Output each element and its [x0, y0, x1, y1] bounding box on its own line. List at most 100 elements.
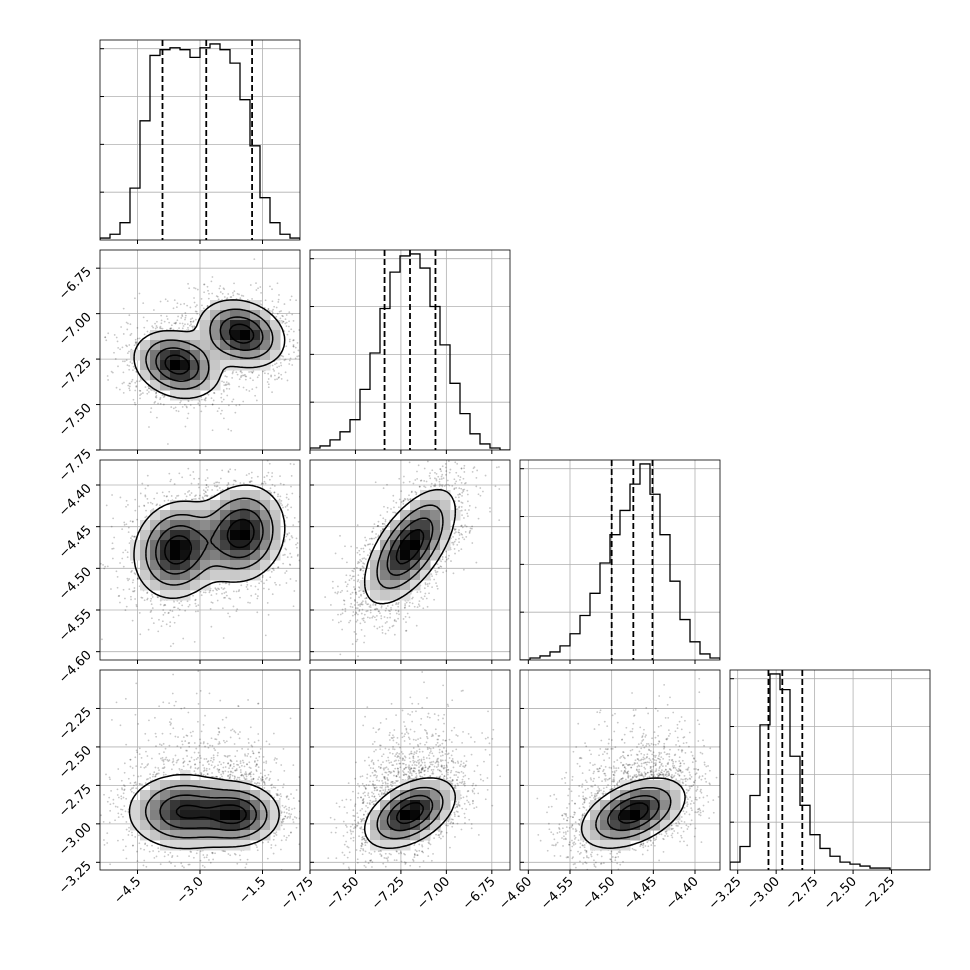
scatter-point	[227, 853, 230, 855]
scatter-point	[627, 774, 630, 777]
density-cell	[440, 530, 451, 541]
scatter-point	[640, 843, 643, 846]
scatter-point	[223, 587, 226, 590]
scatter-point	[609, 852, 612, 855]
scatter-point	[397, 773, 400, 776]
scatter-point	[204, 479, 207, 482]
scatter-point	[437, 765, 440, 767]
scatter-point	[278, 376, 280, 379]
scatter-point	[213, 392, 216, 395]
density-cell	[170, 590, 181, 601]
scatter-point	[231, 774, 234, 777]
scatter-point	[126, 352, 129, 355]
density-cell	[240, 520, 251, 531]
scatter-point	[568, 826, 571, 829]
scatter-point	[420, 479, 423, 482]
scatter-point	[458, 771, 461, 774]
scatter-point	[306, 560, 308, 562]
scatter-point	[343, 854, 346, 857]
scatter-point	[358, 549, 361, 552]
scatter-point	[613, 784, 616, 787]
scatter-point	[211, 601, 214, 604]
scatter-point	[143, 848, 146, 851]
scatter-point	[395, 859, 398, 862]
scatter-point	[405, 621, 407, 624]
density-cell	[150, 350, 161, 361]
density-cell	[190, 550, 201, 561]
scatter-point	[136, 327, 139, 329]
scatter-point	[395, 501, 398, 504]
scatter-point	[141, 392, 144, 394]
scatter-point	[176, 855, 179, 858]
scatter-point	[667, 716, 670, 719]
scatter-point	[374, 769, 377, 772]
density-cell	[180, 370, 191, 381]
scatter-point	[193, 325, 196, 328]
scatter-point	[377, 728, 380, 731]
scatter-point	[555, 798, 558, 800]
scatter-point	[126, 328, 129, 331]
density-cell	[160, 590, 171, 601]
scatter-point	[351, 823, 354, 826]
scatter-point	[418, 771, 421, 773]
scatter-point	[705, 780, 708, 783]
scatter-point	[164, 758, 167, 761]
density-cell	[390, 530, 401, 541]
scatter-point	[257, 702, 259, 705]
scatter-point	[392, 770, 395, 772]
scatter-point	[451, 779, 454, 782]
scatter-point	[394, 767, 397, 770]
scatter-point	[404, 756, 407, 759]
scatter-point	[539, 839, 542, 842]
scatter-point	[687, 798, 689, 801]
scatter-point	[281, 804, 284, 807]
scatter-point	[377, 520, 380, 523]
scatter-point	[128, 387, 131, 390]
scatter-point	[357, 792, 360, 795]
scatter-point	[657, 757, 660, 760]
scatter-point	[364, 841, 366, 844]
scatter-point	[408, 601, 411, 604]
scatter-point	[245, 388, 248, 391]
scatter-point	[438, 748, 441, 751]
scatter-point	[190, 492, 193, 494]
scatter-point	[244, 771, 247, 773]
scatter-point	[456, 735, 459, 737]
scatter-point	[155, 855, 158, 858]
scatter-point	[408, 605, 411, 607]
scatter-point	[366, 806, 369, 809]
scatter-point	[212, 858, 215, 861]
scatter-point	[453, 540, 456, 543]
scatter-point	[369, 543, 371, 545]
scatter-point	[426, 746, 429, 749]
scatter-point	[692, 784, 695, 786]
scatter-point	[621, 777, 624, 780]
panel-frame	[309, 459, 511, 661]
scatter-point	[132, 579, 135, 582]
scatter-point	[353, 604, 356, 606]
scatter-point	[659, 773, 662, 776]
scatter-point	[139, 397, 141, 400]
scatter-point	[333, 818, 336, 821]
scatter-point	[352, 830, 354, 833]
scatter-point	[352, 809, 355, 812]
scatter-point	[235, 768, 238, 770]
scatter-point	[238, 766, 241, 769]
density-cell	[230, 350, 241, 361]
scatter-point	[351, 575, 354, 578]
scatter-point	[395, 620, 398, 623]
density-cell	[180, 380, 191, 391]
scatter-point	[188, 745, 191, 748]
scatter-point	[687, 789, 689, 792]
scatter-point	[392, 746, 394, 748]
scatter-point	[231, 400, 234, 403]
scatter-point	[458, 500, 461, 503]
scatter-point	[419, 479, 422, 482]
scatter-point	[344, 607, 347, 610]
scatter-point	[233, 730, 236, 732]
scatter-point	[362, 799, 365, 801]
scatter-point	[252, 752, 255, 755]
scatter-point	[378, 626, 381, 629]
scatter-point	[134, 341, 137, 344]
scatter-point	[302, 524, 304, 526]
